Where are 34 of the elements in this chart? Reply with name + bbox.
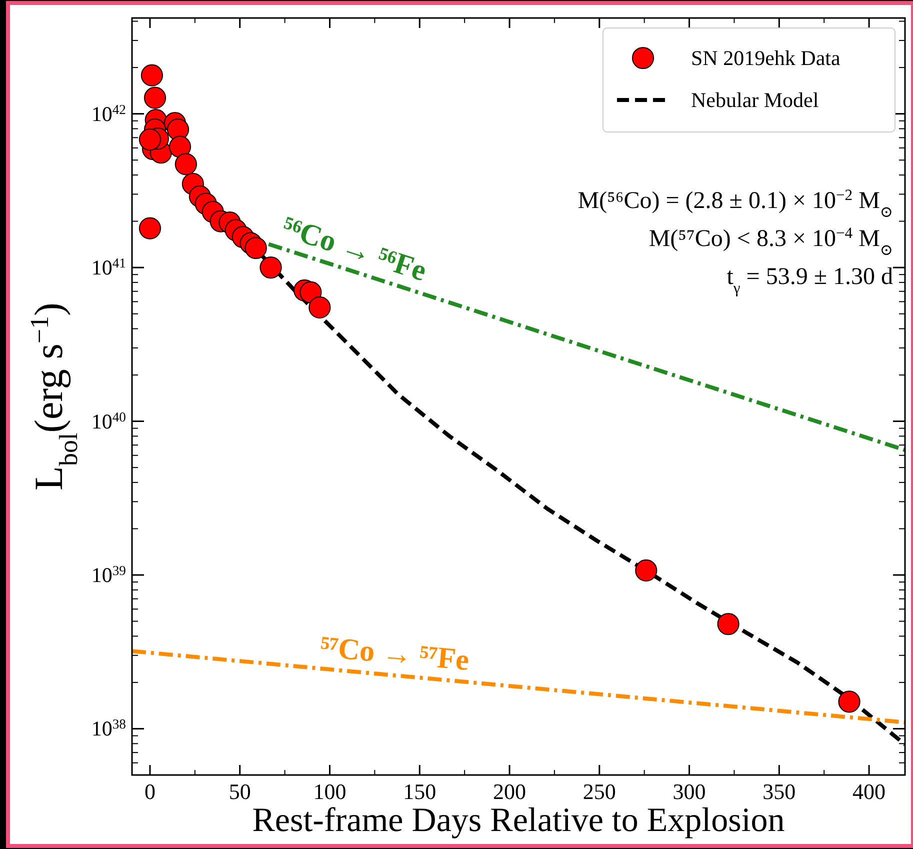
- x-tick-label: 150: [403, 779, 436, 804]
- x-tick-label: 250: [582, 779, 616, 804]
- x-tick-label: 350: [762, 779, 796, 804]
- x-tick-label: 400: [852, 779, 886, 804]
- legend-label: SN 2019ehk Data: [691, 46, 841, 70]
- point: [138, 217, 162, 240]
- point: [260, 256, 282, 279]
- x-tick-label: 300: [672, 779, 706, 804]
- y-tick-label: 10$^{38}$: [91, 716, 126, 741]
- y-tick-label: 10$^{40}$: [91, 408, 126, 434]
- annotation: ⁵⁶Co → ⁵⁶Fe: [278, 210, 430, 288]
- annotation: ⁵⁷Co → ⁵⁷Fe: [318, 630, 470, 678]
- x-tick-label: 0: [144, 779, 156, 804]
- annotation: M(⁵⁷Co) < 8.3 × 10$^{−4}$ M$_{⊙}$: [648, 224, 893, 258]
- annotation: t$_{γ}$ = 53.9 ± 1.30 d: [726, 264, 893, 296]
- y-tick-label: 10$^{42}$: [91, 101, 126, 126]
- point: [244, 236, 267, 260]
- point: [838, 690, 860, 713]
- x-tick-label: 200: [493, 779, 526, 804]
- point: [308, 296, 331, 318]
- y-tick-label: 10$^{39}$: [91, 562, 126, 587]
- point: [138, 128, 162, 151]
- legend-label: Nebular Model: [691, 88, 819, 112]
- point: [635, 559, 658, 582]
- annotation: M(⁵⁶Co) = (2.8 ± 0.1) × 10$^{−2}$ M$_{⊙}$: [578, 186, 893, 220]
- y-tick-label: 10$^{41}$: [91, 255, 126, 280]
- x-tick-label: 50: [228, 779, 251, 804]
- point: [168, 136, 192, 158]
- x-axis-title: Rest-frame Days Relative to Explosion: [252, 802, 785, 839]
- point: [140, 64, 164, 86]
- point: [144, 86, 166, 109]
- x-tick-label: 100: [313, 779, 346, 804]
- point: [717, 612, 740, 636]
- point: [174, 153, 197, 176]
